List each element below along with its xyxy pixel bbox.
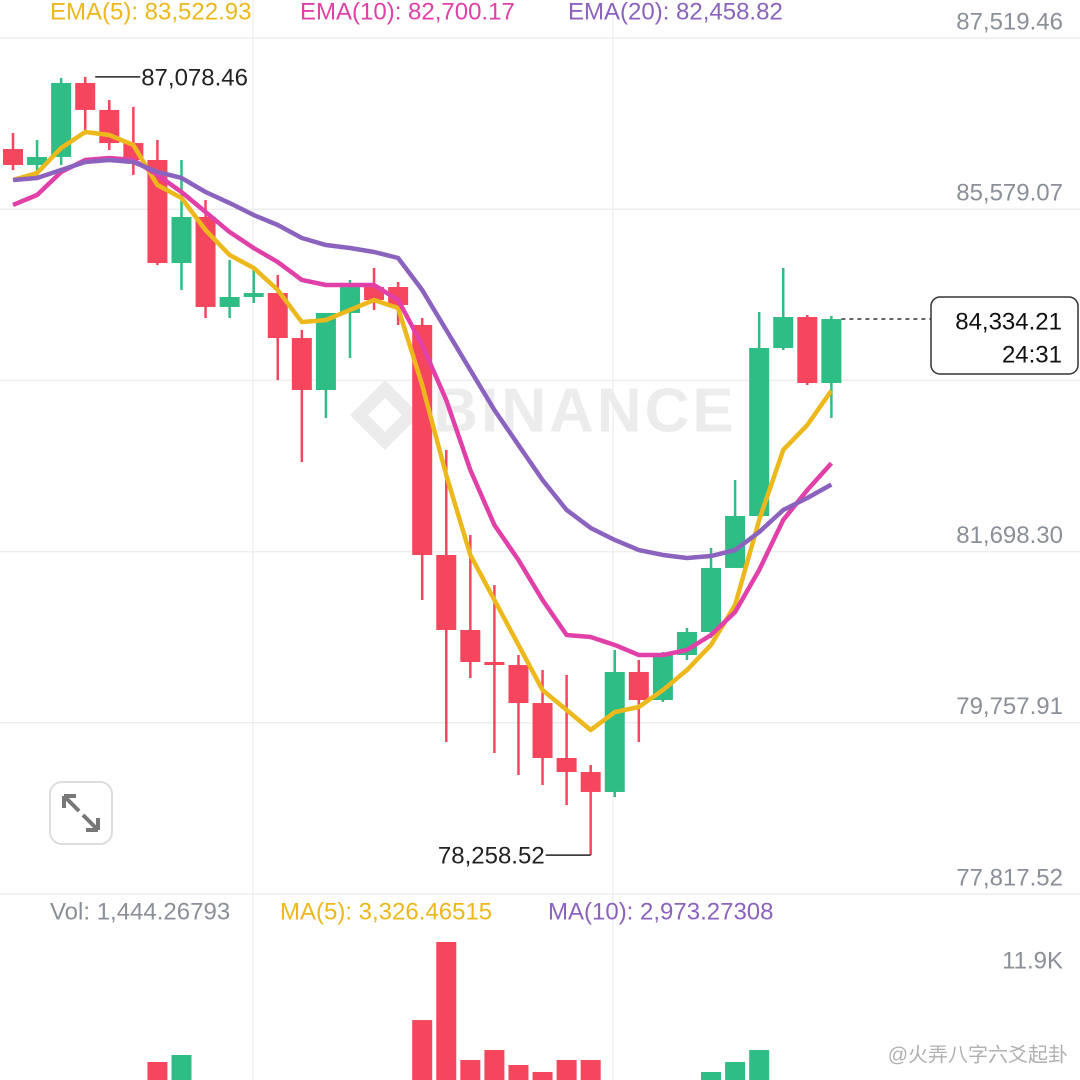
y-tick-label: 81,698.30 [956, 522, 1063, 549]
candle-body [556, 757, 577, 773]
ema-line [12, 157, 833, 561]
candle-body [749, 347, 770, 516]
candle-body [580, 772, 601, 792]
volume-bar [580, 1059, 601, 1080]
annotation-label: 78,258.52 [438, 842, 545, 869]
candle-body [243, 293, 264, 297]
candle-body [821, 319, 842, 384]
candle-body [75, 82, 96, 110]
candle-body [171, 216, 192, 264]
candle-body [508, 665, 529, 704]
candle-body [604, 671, 625, 792]
annotation-label: 87,078.46 [141, 64, 248, 91]
legend-entry: EMA(10): 82,700.17 [300, 0, 515, 25]
volume-bar [556, 1059, 577, 1080]
candle-body [195, 216, 216, 307]
candle-body [388, 287, 409, 306]
legend-entry: EMA(5): 83,522.93 [50, 0, 251, 25]
volume-bar [412, 1020, 433, 1080]
y-tick-label: 77,817.52 [956, 864, 1063, 891]
candle-body [412, 324, 433, 555]
legend-entry: EMA(20): 82,458.82 [568, 0, 783, 25]
candle-body [797, 317, 818, 384]
candle-body [3, 149, 23, 166]
last-price-label: 84,334.21 [955, 308, 1062, 335]
candle-body [532, 703, 553, 758]
volume-bar [725, 1061, 746, 1080]
y-tick-label: 85,579.07 [956, 180, 1063, 207]
volume-legend-entry: MA(5): 3,326.46515 [280, 898, 492, 925]
expand-icon[interactable] [62, 794, 100, 832]
candle-body [51, 82, 72, 157]
volume-bar [508, 1064, 529, 1080]
credit-watermark: @火弄八字六爻起卦 [888, 1043, 1068, 1066]
countdown-label: 24:31 [1002, 341, 1062, 368]
candle-body [460, 629, 481, 663]
last-price-box [930, 296, 1079, 375]
volume-tick-label: 11.9K [1002, 947, 1063, 974]
candle-body [484, 662, 505, 666]
volume-legend-entry: Vol: 1,444.26793 [50, 898, 230, 925]
volume-bar [147, 1061, 168, 1080]
expand-button[interactable] [49, 781, 113, 845]
watermark-logo [350, 380, 420, 450]
candle-body [267, 293, 288, 339]
volume-bar [701, 1071, 722, 1080]
volume-bar [484, 1050, 505, 1080]
volume-bar [436, 942, 457, 1080]
candle-body [436, 554, 457, 630]
y-tick-label: 79,757.91 [956, 693, 1063, 720]
volume-bar [460, 1059, 481, 1080]
volume-bar [532, 1071, 553, 1080]
candle-body [219, 296, 240, 307]
candle-body [628, 671, 649, 701]
candle-body [773, 317, 794, 348]
expand-button-frame[interactable] [49, 781, 113, 845]
volume-bar [171, 1055, 192, 1080]
volume-legend-entry: MA(10): 2,973.27308 [548, 898, 773, 925]
candle-body [725, 515, 746, 568]
y-tick-label: 87,519.46 [956, 8, 1063, 35]
candle-body [291, 338, 312, 390]
candle-body [315, 312, 336, 390]
candle-body [701, 567, 722, 633]
volume-bar [749, 1050, 770, 1080]
candle-body [27, 156, 48, 166]
